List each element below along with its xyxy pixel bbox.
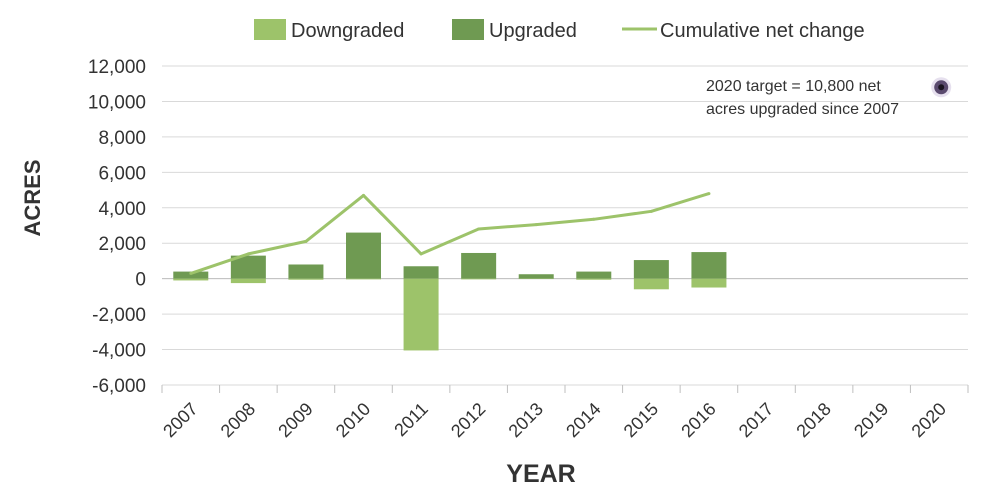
y-tick-label: -4,000 bbox=[92, 341, 146, 362]
bar-downgraded-2012 bbox=[461, 278, 497, 280]
bar-downgraded-2014 bbox=[576, 278, 612, 280]
bar-upgraded-2012 bbox=[461, 252, 497, 279]
x-tick-label-2007: 2007 bbox=[159, 399, 201, 441]
y-tick-label: 2,000 bbox=[98, 234, 146, 255]
x-axis-ticks: 2007 2008 2009 2010 2011 2012 2013 2014 2015 2016… bbox=[159, 399, 950, 441]
cumulative-point-2012 bbox=[477, 227, 481, 231]
bar-upgraded-2010 bbox=[346, 232, 381, 279]
x-tick-label-2010: 2010 bbox=[332, 399, 374, 441]
x-tick-label-2008: 2008 bbox=[217, 399, 259, 441]
bar-downgraded-2010 bbox=[346, 278, 381, 280]
y-tick-label: 12,000 bbox=[88, 57, 146, 78]
x-tick-label-2013: 2013 bbox=[505, 399, 547, 441]
legend-label-downgraded: Downgraded bbox=[291, 20, 404, 42]
x-tick-label-2009: 2009 bbox=[274, 399, 316, 441]
x-tick-label-2019: 2019 bbox=[850, 399, 892, 441]
y-tick-label: 0 bbox=[135, 270, 146, 291]
legend-label-cumulative: Cumulative net change bbox=[660, 20, 865, 42]
y-axis-title: ACRES bbox=[20, 159, 45, 236]
bar-upgraded-2016 bbox=[691, 252, 727, 279]
bar-downgraded-2016 bbox=[691, 278, 727, 288]
x-axis-title: YEAR bbox=[506, 460, 575, 488]
y-tick-label: -6,000 bbox=[92, 376, 146, 397]
bar-upgraded-2009 bbox=[288, 264, 324, 279]
cumulative-point-2014 bbox=[592, 217, 596, 221]
y-tick-label: 4,000 bbox=[98, 199, 146, 220]
x-tick-label-2011: 2011 bbox=[390, 399, 432, 441]
x-tick-label-2012: 2012 bbox=[447, 399, 489, 441]
bar-downgraded-2015 bbox=[633, 278, 669, 290]
cumulative-net-change-line bbox=[190, 192, 710, 275]
bar-downgraded-2009 bbox=[288, 278, 324, 280]
x-tick-label-2014: 2014 bbox=[562, 399, 604, 441]
target-marker-dot bbox=[938, 84, 945, 91]
bar-upgraded-2013 bbox=[518, 274, 554, 279]
cumulative-point-2011 bbox=[419, 252, 423, 256]
target-marker bbox=[931, 77, 952, 98]
cumulative-line bbox=[189, 192, 711, 275]
bar-upgraded-2011 bbox=[403, 266, 439, 279]
x-tick-label-2015: 2015 bbox=[620, 399, 662, 441]
cumulative-point-2013 bbox=[534, 223, 538, 227]
cumulative-point-2007 bbox=[189, 271, 193, 275]
x-tick-label-2017: 2017 bbox=[735, 399, 777, 441]
legend-swatch-downgraded bbox=[254, 19, 286, 40]
legend-swatch-upgraded bbox=[452, 19, 484, 40]
bar-upgraded-2014 bbox=[576, 271, 612, 279]
bar-downgraded-2008 bbox=[230, 278, 266, 284]
x-tick-label-2018: 2018 bbox=[792, 399, 834, 441]
cumulative-point-2015 bbox=[649, 209, 653, 213]
bar-downgraded-2011 bbox=[403, 278, 439, 351]
x-tick-label-2016: 2016 bbox=[677, 399, 719, 441]
cumulative-point-2010 bbox=[362, 193, 365, 197]
x-tick-label-2020: 2020 bbox=[908, 399, 950, 441]
bar-upgraded-2007 bbox=[173, 271, 209, 279]
legend: Downgraded Upgraded Cumulative net chang… bbox=[254, 19, 865, 42]
legend-label-upgraded: Upgraded bbox=[489, 20, 577, 42]
y-tick-label: 6,000 bbox=[98, 163, 146, 184]
y-tick-label: 8,000 bbox=[98, 128, 146, 149]
bar-upgraded-2008 bbox=[230, 255, 266, 279]
cumulative-point-2008 bbox=[246, 252, 250, 256]
y-axis-ticks: 12,000 10,000 8,000 6,000 4,000 2,000 0 -2,000 -… bbox=[88, 57, 146, 397]
cumulative-point-2016 bbox=[707, 192, 711, 196]
y-tick-label: 10,000 bbox=[88, 92, 146, 113]
y-tick-label: -2,000 bbox=[92, 305, 146, 326]
bars bbox=[173, 232, 727, 351]
cumulative-point-2009 bbox=[304, 239, 308, 243]
bar-downgraded-2007 bbox=[173, 278, 209, 281]
target-annotation-line-1: 2020 target = 10,800 net bbox=[706, 78, 881, 95]
target-annotation-line-2: acres upgraded since 2007 bbox=[706, 101, 899, 118]
bar-upgraded-2015 bbox=[633, 260, 669, 279]
